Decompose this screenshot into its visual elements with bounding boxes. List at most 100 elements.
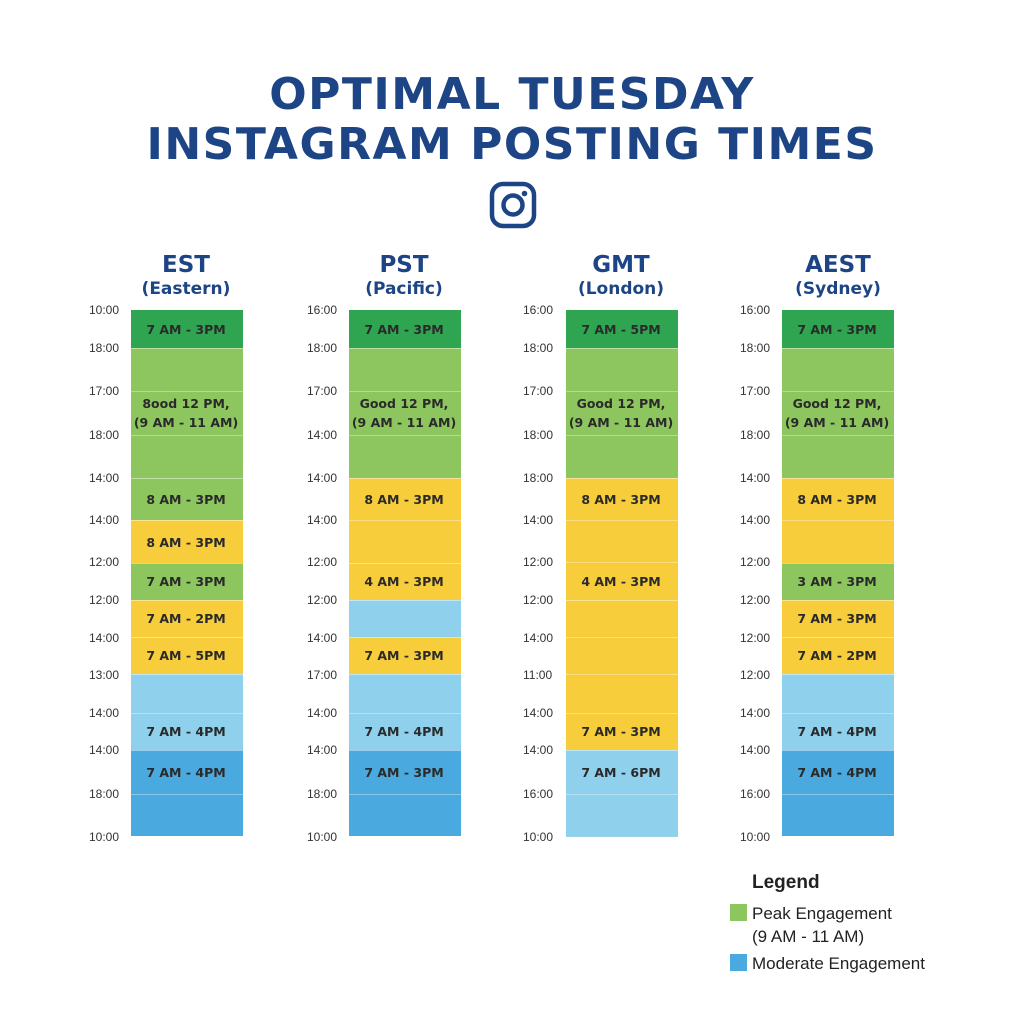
time-tick-label: 14:00	[89, 631, 120, 645]
time-tick-label: 14:00	[307, 513, 338, 527]
time-block-mid-blue	[131, 750, 243, 836]
time-block-yellow	[349, 478, 461, 563]
region-label: (Sydney)	[795, 279, 881, 299]
instagram-icon	[489, 181, 537, 229]
grid-line	[131, 391, 243, 392]
time-block-yellow	[349, 637, 461, 674]
time-tick-label: 12:00	[307, 593, 338, 607]
time-block-yellow	[782, 478, 894, 563]
time-range-label: 7 AM - 4PM	[797, 723, 877, 739]
column-header-gmt: GMT (London)	[531, 252, 711, 300]
time-tick-label: 18:00	[523, 341, 554, 355]
grid-line	[782, 794, 894, 795]
time-tick-label: 14:00	[523, 631, 554, 645]
grid-line	[566, 435, 678, 436]
grid-line	[566, 520, 678, 521]
grid-line	[566, 562, 678, 563]
time-range-label: 8 AM - 3PM	[146, 534, 226, 550]
time-tick-label: 17:00	[523, 384, 554, 398]
time-tick-label: 17:00	[307, 668, 338, 682]
time-tick-label: 11:00	[523, 668, 553, 682]
time-tick-label: 14:00	[89, 513, 120, 527]
column-header-pst: PST (Pacific)	[314, 252, 494, 300]
time-tick-label: 14:00	[740, 706, 771, 720]
grid-line	[566, 713, 678, 714]
time-tick-label: 12:00	[89, 593, 120, 607]
time-tick-label: 10:00	[740, 830, 771, 844]
time-range-label: 4 AM - 3PM	[581, 573, 661, 589]
time-range-label: 7 AM - 3PM	[146, 321, 226, 337]
time-tick-label: 10:00	[523, 830, 554, 844]
legend-swatch-mid-blue	[730, 954, 747, 971]
time-tick-label: 14:00	[307, 743, 338, 757]
time-block-dark-green	[566, 310, 678, 348]
time-block-light-blue	[349, 600, 461, 637]
timezone-label: AEST	[805, 252, 871, 278]
time-block-yellow	[782, 637, 894, 674]
time-range-label: 8 AM - 3PM	[581, 491, 661, 507]
grid-line	[349, 794, 461, 795]
time-block-light-blue	[566, 750, 678, 836]
time-tick-label: 18:00	[740, 341, 771, 355]
time-tick-label: 18:00	[89, 787, 120, 801]
time-tick-label: 10:00	[89, 303, 120, 317]
time-tick-label: 14:00	[89, 743, 120, 757]
time-range-label: 7 AM - 4PM	[364, 723, 444, 739]
time-block-mid-blue	[349, 750, 461, 836]
time-tick-label: 14:00	[523, 706, 554, 720]
time-range-label: 7 AM - 3PM	[364, 647, 444, 663]
time-tick-label: 14:00	[307, 706, 338, 720]
grid-line	[566, 674, 678, 675]
time-block-mid-blue	[566, 836, 678, 837]
column-header-aest: AEST (Sydney)	[748, 252, 928, 300]
grid-line	[782, 713, 894, 714]
region-label: (London)	[577, 279, 665, 299]
legend-swatch-light-green	[730, 904, 747, 921]
time-tick-label: 10:00	[89, 830, 120, 844]
grid-line	[349, 391, 461, 392]
time-block-yellow	[131, 600, 243, 637]
time-block-light-green	[131, 348, 243, 478]
time-tick-label: 14:00	[740, 743, 771, 757]
time-range-label: 7 AM - 3PM	[797, 321, 877, 337]
time-block-light-green	[566, 348, 678, 478]
time-tick-label: 12:00	[89, 555, 120, 569]
time-tick-label: 14:00	[307, 631, 338, 645]
time-block-yellow	[131, 637, 243, 674]
time-block-yellow	[782, 600, 894, 637]
time-range-label: 7 AM - 3PM	[364, 321, 444, 337]
grid-line	[131, 713, 243, 714]
chart-title-line2: INSTAGRAM POSTING TIMES	[146, 119, 878, 170]
grid-line	[566, 637, 678, 638]
time-tick-label: 18:00	[740, 428, 771, 442]
time-range-label: Good 12 PM, (9 AM - 11 AM)	[351, 396, 457, 430]
time-tick-label: 14:00	[307, 471, 338, 485]
grid-line	[349, 713, 461, 714]
time-tick-label: 12:00	[740, 593, 771, 607]
time-range-label: 7 AM - 2PM	[797, 647, 877, 663]
time-range-label: 7 AM - 5PM	[146, 647, 226, 663]
time-tick-label: 14:00	[307, 428, 338, 442]
time-tick-label: 16:00	[523, 303, 554, 317]
time-range-label: 7 AM - 2PM	[146, 610, 226, 626]
time-block-light-green	[782, 563, 894, 600]
time-tick-label: 13:00	[89, 668, 120, 682]
time-tick-label: 18:00	[523, 471, 554, 485]
time-tick-label: 17:00	[307, 384, 338, 398]
time-range-label: 8ood 12 PM, (9 AM - 11 AM)	[133, 396, 239, 430]
time-range-label: 7 AM - 3PM	[146, 573, 226, 589]
time-range-label: Good 12 PM, (9 AM - 11 AM)	[568, 396, 674, 430]
time-tick-label: 16:00	[740, 303, 771, 317]
grid-line	[131, 435, 243, 436]
chart-title-line1: OPTIMAL TUESDAY	[269, 69, 755, 120]
legend-item-label: Moderate Engagement	[752, 954, 925, 973]
time-tick-label: 12:00	[740, 555, 771, 569]
grid-line	[782, 435, 894, 436]
grid-line	[566, 794, 678, 795]
time-tick-label: 18:00	[523, 428, 554, 442]
time-range-label: 8 AM - 3PM	[146, 491, 226, 507]
time-range-label: 3 AM - 3PM	[797, 573, 877, 589]
time-range-label: 7 AM - 4PM	[146, 723, 226, 739]
legend-title: Legend	[752, 872, 820, 893]
grid-line	[131, 794, 243, 795]
